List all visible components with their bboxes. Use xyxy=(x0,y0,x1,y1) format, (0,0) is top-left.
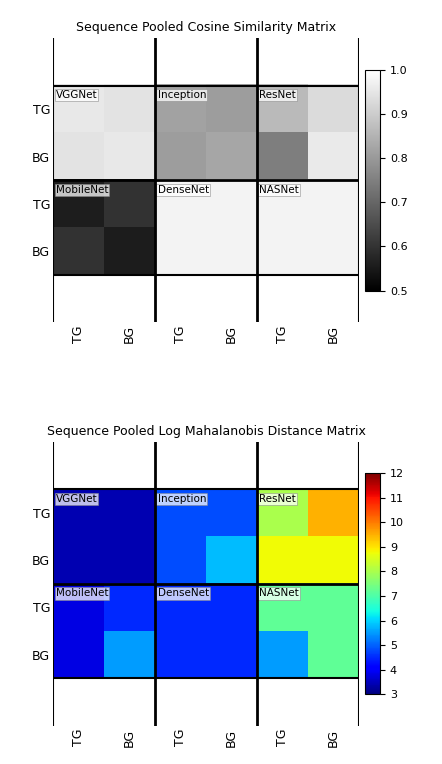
Title: Sequence Pooled Log Mahalanobis Distance Matrix: Sequence Pooled Log Mahalanobis Distance… xyxy=(46,425,366,438)
Text: Inception: Inception xyxy=(157,90,206,100)
Text: NASNet: NASNet xyxy=(259,185,299,195)
Text: NASNet: NASNet xyxy=(259,588,299,598)
Text: Inception: Inception xyxy=(157,494,206,503)
Text: MobileNet: MobileNet xyxy=(56,588,108,598)
Title: Sequence Pooled Cosine Similarity Matrix: Sequence Pooled Cosine Similarity Matrix xyxy=(76,21,336,34)
Text: DenseNet: DenseNet xyxy=(157,588,209,598)
Text: ResNet: ResNet xyxy=(259,90,296,100)
Text: MobileNet: MobileNet xyxy=(56,185,108,195)
Text: DenseNet: DenseNet xyxy=(157,185,209,195)
Text: VGGNet: VGGNet xyxy=(56,90,97,100)
Text: VGGNet: VGGNet xyxy=(56,494,97,503)
Text: ResNet: ResNet xyxy=(259,494,296,503)
